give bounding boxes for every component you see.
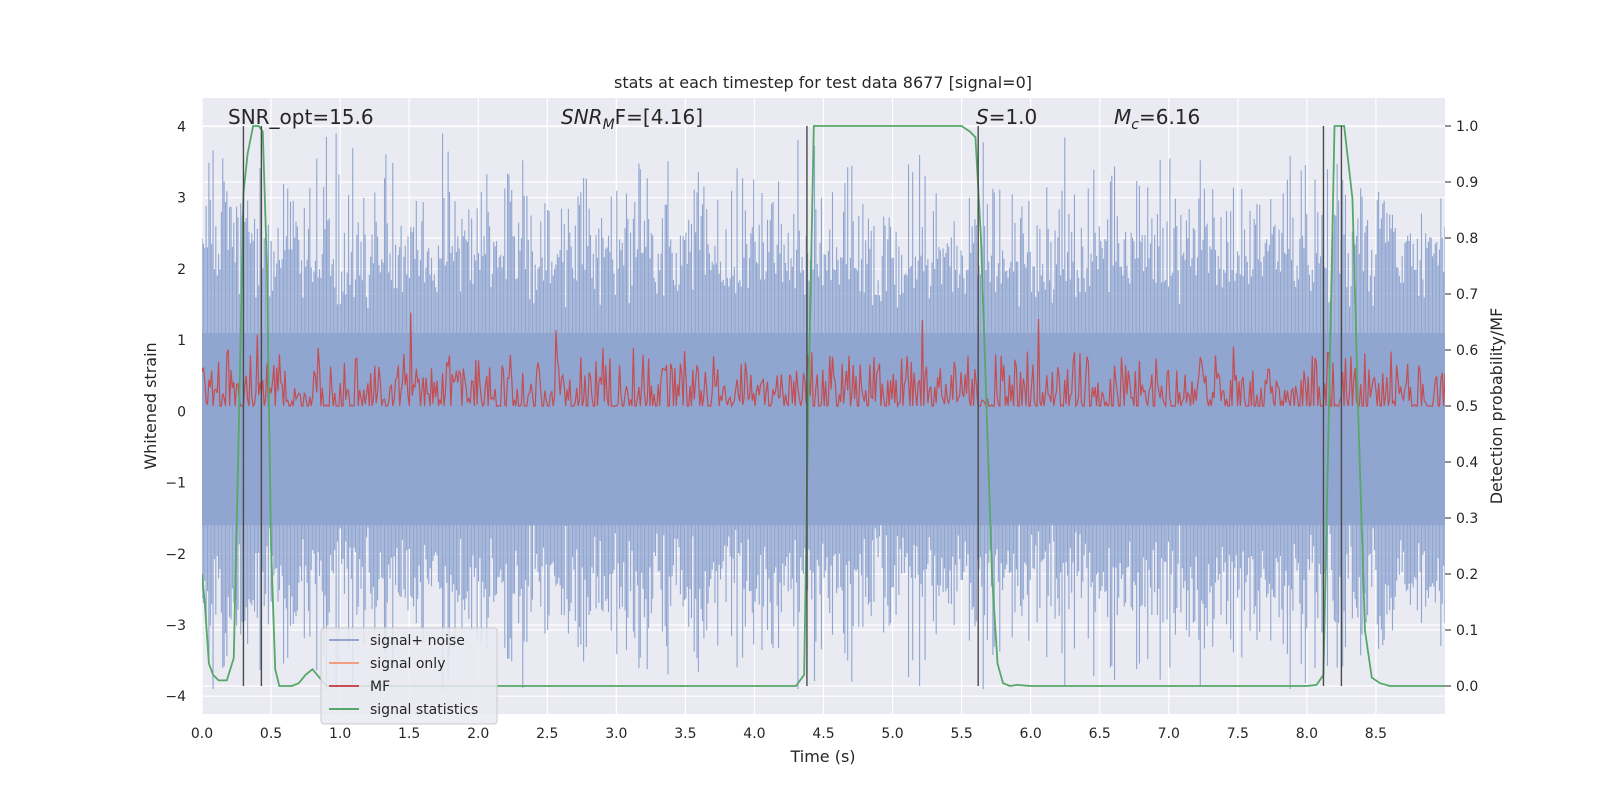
annotation-snr-opt: SNR_opt=15.6: [228, 105, 374, 129]
annotation-snr-mf: SNRMF=[4.16]: [561, 105, 703, 133]
legend-label-mf: MF: [370, 679, 390, 695]
series-layer: [202, 125, 1445, 690]
y2-tick-label: 0.4: [1456, 455, 1478, 471]
x-tick-label: 6.5: [1089, 726, 1111, 742]
x-tick-label: 6.0: [1020, 726, 1042, 742]
annotation-snr-mf-sub: M: [603, 117, 615, 133]
y-tick-label: 2: [177, 262, 186, 278]
y-tick-label: −1: [165, 476, 186, 492]
x-tick-label: 3.5: [674, 726, 696, 742]
y-tick-label: 3: [177, 191, 186, 207]
x-tick-label: 5.5: [950, 726, 972, 742]
annotation-s: S=1.0: [976, 105, 1037, 129]
y2-tick-label: 0.8: [1456, 231, 1478, 247]
vertical-markers: [242, 126, 1343, 686]
y2-tick-label: 0.1: [1456, 623, 1478, 639]
x-tick-label: 5.0: [881, 726, 903, 742]
y-tick-label: 4: [177, 119, 186, 135]
x-axis-ticks: 0.0 0.5 1.0 1.5 2.0 2.5 3.0 3.5 4.0 4.5 5.0 5.5 6.0 6…: [191, 726, 1387, 742]
y2-tick-label: 1.0: [1456, 119, 1478, 135]
annotation-mc: Mc=6.16: [1114, 105, 1200, 133]
y2-axis-ticks: 1.0 0.9 0.8 0.7 0.6 0.5 0.4 0.3 0.2 0.1 0.0: [1445, 119, 1478, 695]
chart-title: stats at each timestep for test data 867…: [614, 73, 1032, 92]
series-signal-noise: [202, 133, 1445, 690]
y-tick-label: 0: [177, 404, 186, 420]
y2-tick-label: 0.5: [1456, 399, 1478, 415]
annotation-snr-mf-tail: F=[4.16]: [615, 105, 703, 129]
annotation-mc-label: M: [1114, 105, 1131, 129]
legend-box: [320, 627, 498, 725]
x-tick-label: 0.5: [260, 726, 282, 742]
series-mf: [202, 312, 1445, 409]
annotation-s-label: S: [976, 105, 989, 129]
y2-axis-label: Detection probability/MF: [1487, 308, 1506, 505]
y2-tick-label: 0.2: [1456, 567, 1478, 583]
x-tick-label: 2.5: [536, 726, 558, 742]
x-tick-label: 4.5: [812, 726, 834, 742]
x-tick-label: 7.0: [1158, 726, 1180, 742]
x-axis-label: Time (s): [789, 747, 855, 766]
y2-tick-label: 0.3: [1456, 511, 1478, 527]
y-tick-label: −3: [165, 618, 186, 634]
y2-tick-label: 0.7: [1456, 287, 1478, 303]
y2-tick-label: 0.9: [1456, 175, 1478, 191]
x-tick-label: 7.5: [1227, 726, 1249, 742]
x-tick-label: 8.5: [1365, 726, 1387, 742]
x-tick-label: 3.0: [605, 726, 627, 742]
legend: signal+ noise signal only MF signal stat…: [320, 627, 498, 725]
series-signal-statistics: [202, 125, 1445, 687]
x-tick-label: 4.0: [743, 726, 765, 742]
x-tick-label: 8.0: [1296, 726, 1318, 742]
y-tick-label: −4: [165, 689, 186, 705]
legend-label-signal-only: signal only: [370, 656, 445, 672]
y-tick-label: 1: [177, 333, 186, 349]
annotation-mc-sub: c: [1131, 117, 1139, 133]
annotation-s-value: =1.0: [989, 105, 1038, 129]
x-tick-label: 1.0: [329, 726, 351, 742]
legend-label-signal-noise: signal+ noise: [370, 633, 465, 649]
y-axis-label: Whitened strain: [141, 342, 160, 469]
y2-tick-label: 0.6: [1456, 343, 1478, 359]
annotation-mc-value: =6.16: [1139, 105, 1200, 129]
x-tick-label: 1.5: [398, 726, 420, 742]
y2-tick-label: 0.0: [1456, 679, 1478, 695]
y-axis-ticks: 4 3 2 1 0 −1 −2 −3 −4: [165, 119, 186, 705]
annotation-snr-mf-label: SNR: [561, 105, 603, 129]
legend-label-signal-statistics: signal statistics: [370, 702, 478, 718]
x-tick-label: 0.0: [191, 726, 213, 742]
y-tick-label: −2: [165, 547, 186, 563]
x-tick-label: 2.0: [467, 726, 489, 742]
